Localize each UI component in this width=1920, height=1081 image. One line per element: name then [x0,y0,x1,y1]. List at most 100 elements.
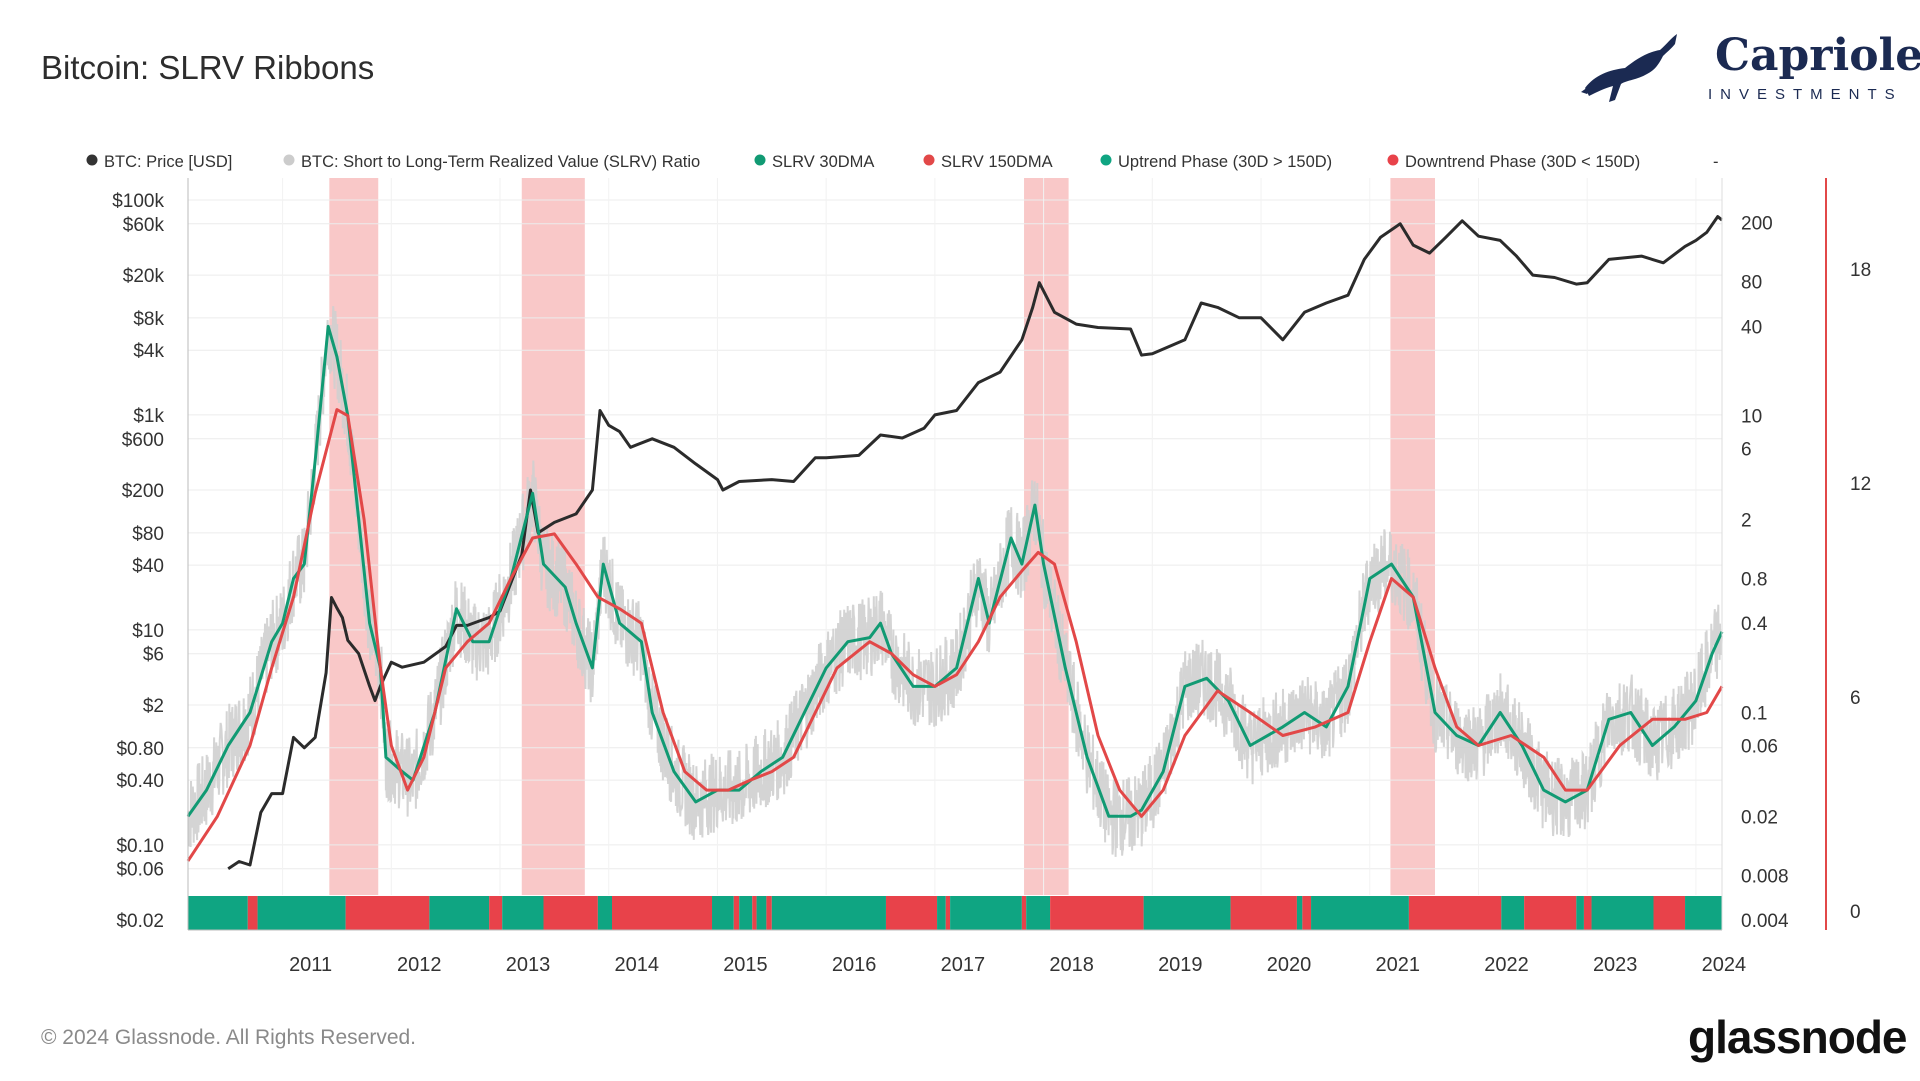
x-axis-tick-label: 2018 [1049,954,1094,976]
uptrend-segment [756,896,767,930]
legend-marker [1100,154,1112,166]
legend-label: BTC: Price [USD] [104,153,232,171]
uptrend-segment [597,896,612,930]
x-axis-tick-label: 2016 [832,954,877,976]
chart: $100k $60k $20k $8k $4k $1k $600 $200 $80 $40 $10 $… [86,153,1871,976]
x-axis-tick-label: 2011 [289,954,332,976]
right-axis-tick-label: 0.1 [1741,704,1767,725]
uptrend-segment [937,896,946,930]
uptrend-segment [950,896,1022,930]
legend-label: - [1713,153,1719,171]
downtrend-segment [1524,896,1577,930]
uptrend-segment [1685,896,1722,930]
uptrend-segment [502,896,544,930]
downtrend-segment [752,896,757,930]
left-axis-tick-label: $0.02 [116,911,164,932]
right-axis-tick-label: 40 [1741,317,1762,338]
uptrend-segment [1501,896,1525,930]
right-axis-tick-label: 2 [1741,510,1752,531]
left-axis-tick-label: $1k [133,406,164,427]
left-axis-tick-label: $600 [122,430,164,451]
slrv-150dma-line [186,408,1724,862]
legend-marker [1387,154,1399,166]
downtrend-segment [1021,896,1027,930]
downtrend-segment [543,896,598,930]
uptrend-segment [1143,896,1231,930]
left-axis-tick-label: $0.06 [116,860,164,881]
downtrend-segment [885,896,938,930]
downtrend-segment [1230,896,1297,930]
x-axis-tick-label: 2023 [1593,954,1638,976]
right-axis-tick-label: 0.02 [1741,807,1778,828]
downtrend-segment [733,896,740,930]
legend-label: Downtrend Phase (30D < 150D) [1405,153,1640,171]
left-axis-tick-label: $6 [143,645,164,666]
right-axis-tick-label: 200 [1741,214,1773,235]
left-axis-tick-label: $100k [112,191,164,212]
uptrend-segment [739,896,753,930]
left-axis-tick-label: $0.80 [116,739,164,760]
right-axis-tick-label: 80 [1741,273,1762,294]
x-axis-tick-label: 2013 [506,954,551,976]
uptrend-segment [1576,896,1584,930]
left-axis-tick-label: $0.10 [116,836,164,857]
capriole-horse-icon [1581,34,1677,102]
right-axis-tick-label: 10 [1741,407,1762,428]
copyright: © 2024 Glassnode. All Rights Reserved. [41,1026,417,1049]
downtrend-segment [1408,896,1502,930]
left-axis-tick-label: $80 [132,524,164,545]
uptrend-segment [712,896,734,930]
left-axis-tick-label: $60k [123,215,165,236]
far-right-axis-tick-label: 12 [1850,474,1871,495]
left-axis-tick-label: $200 [122,481,164,502]
right-axis-tick-label: 0.4 [1741,614,1768,635]
legend-marker [923,154,935,166]
downtrend-segment [1050,896,1144,930]
right-axis-tick-label: 6 [1741,440,1752,461]
downtrend-segment [345,896,430,930]
left-axis-tick-label: $0.40 [116,771,164,792]
logo-subtitle: INVESTMENTS [1708,86,1903,103]
logo-name: Capriole [1715,30,1920,81]
downtrend-segment [489,896,503,930]
left-axis-tick-label: $20k [123,266,165,287]
left-axis-tick-label: $8k [133,309,164,330]
right-axis-tick-label: 0.8 [1741,570,1767,591]
legend-marker [283,154,295,166]
uptrend-segment [1296,896,1303,930]
x-axis-tick-label: 2019 [1158,954,1203,976]
downtrend-segment [766,896,772,930]
x-axis-tick-label: 2017 [941,954,986,976]
far-right-axis-tick-label: 6 [1850,688,1861,709]
downtrend-segment [1583,896,1592,930]
x-axis-tick-label: 2024 [1702,954,1747,976]
downtrend-segment [247,896,258,930]
chart-title: Bitcoin: SLRV Ribbons [41,49,375,86]
btc-price-line [227,215,1723,870]
slrv-ratio-line [187,306,1723,857]
downtrend-segment [945,896,951,930]
legend-label: SLRV 150DMA [941,153,1053,171]
legend-label: SLRV 30DMA [772,153,874,171]
uptrend-segment [771,896,886,930]
left-axis-tick-label: $40 [132,556,164,577]
uptrend-segment [1311,896,1409,930]
right-axis-tick-label: 0.004 [1741,911,1789,932]
downtrend-segment [1653,896,1686,930]
downtrend-shade [1390,178,1435,895]
legend-label: BTC: Short to Long-Term Realized Value (… [301,153,700,171]
uptrend-segment [1591,896,1654,930]
downtrend-shade [329,178,379,895]
right-axis-tick-label: 0.06 [1741,736,1778,757]
uptrend-segment [429,896,490,930]
left-axis-tick-label: $10 [132,621,164,642]
legend-label: Uptrend Phase (30D > 150D) [1118,153,1332,171]
legend-marker [86,154,98,166]
x-axis-tick-label: 2020 [1267,954,1312,976]
x-axis-tick-label: 2015 [723,954,768,976]
x-axis-tick-label: 2021 [1376,954,1421,976]
left-axis-tick-label: $2 [143,696,164,717]
x-axis-tick-label: 2012 [397,954,442,976]
uptrend-segment [188,896,248,930]
x-axis-tick-label: 2022 [1484,954,1529,976]
